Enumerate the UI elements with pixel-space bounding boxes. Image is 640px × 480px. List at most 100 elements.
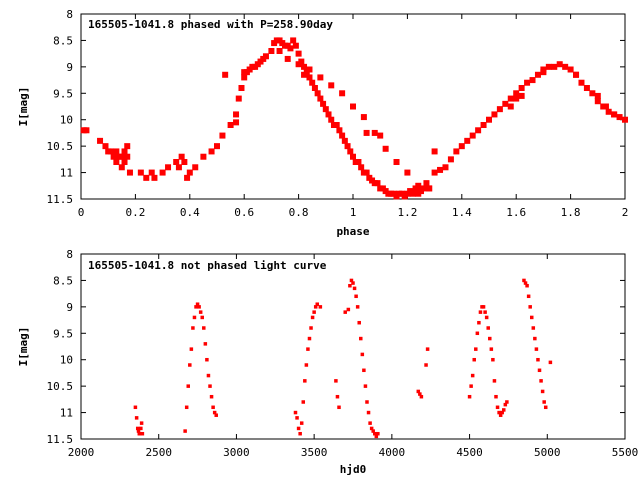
x-tick-label: 3500 — [301, 446, 328, 459]
data-point — [102, 143, 109, 150]
data-point — [194, 305, 198, 309]
data-point — [447, 156, 454, 163]
data-point — [97, 137, 104, 144]
data-point — [235, 95, 242, 102]
data-point — [337, 405, 341, 410]
data-point — [124, 153, 131, 160]
data-point — [502, 408, 506, 412]
data-point — [307, 336, 312, 341]
data-point — [376, 431, 380, 436]
data-point — [118, 164, 125, 171]
data-point — [583, 85, 590, 91]
data-point — [276, 48, 283, 54]
data-point — [518, 92, 525, 99]
data-point — [545, 63, 552, 70]
data-point — [533, 336, 537, 341]
data-point — [362, 368, 366, 373]
x-tick-label: 5500 — [612, 446, 639, 459]
data-point — [208, 384, 212, 388]
data-point — [594, 98, 601, 105]
x-tick-label: 0.2 — [125, 206, 145, 219]
y-tick-label: 10 — [60, 114, 73, 127]
data-point — [469, 384, 473, 388]
data-point — [534, 71, 541, 78]
y-tick-label: 11.5 — [47, 433, 74, 446]
data-point — [317, 74, 324, 81]
data-point — [481, 305, 486, 309]
data-point — [363, 384, 368, 388]
data-point — [622, 116, 628, 123]
data-point — [366, 410, 371, 415]
x-tick-label: 1 — [350, 206, 357, 219]
data-point — [365, 400, 369, 404]
data-point — [350, 103, 356, 110]
data-point — [349, 278, 354, 283]
data-point — [359, 336, 363, 341]
data-point — [525, 283, 529, 288]
data-point — [336, 127, 343, 134]
data-point — [183, 429, 187, 433]
data-point — [363, 169, 370, 176]
data-point — [241, 74, 248, 81]
data-point — [148, 169, 155, 176]
data-point — [505, 400, 509, 404]
data-point — [424, 363, 428, 367]
y-tick-label: 9.5 — [53, 87, 73, 100]
y-tick-label: 11 — [60, 167, 73, 180]
data-point — [293, 410, 298, 415]
data-point — [518, 85, 525, 91]
data-point — [382, 145, 389, 152]
data-point — [542, 400, 546, 404]
data-point — [334, 379, 338, 383]
data-point — [322, 106, 329, 113]
data-point — [306, 74, 313, 81]
data-point — [431, 148, 438, 155]
data-point — [543, 405, 548, 410]
x-tick-label: 0.6 — [234, 206, 254, 219]
y-axis-title: I[mag] — [17, 87, 30, 127]
data-point — [121, 148, 128, 155]
data-point — [416, 389, 421, 394]
y-tick-label: 9.5 — [53, 327, 73, 340]
x-axis-title: phase — [336, 225, 369, 238]
data-point — [328, 116, 335, 123]
data-point — [374, 434, 379, 439]
data-point — [304, 363, 309, 367]
data-point — [151, 174, 158, 181]
phased-light-curve-panel: 0 0.2 0.4 0.6 0.8 1 1.2 1.4 1.6 1.8 2 8 8.5 9 9.5 10 10.… — [17, 8, 628, 238]
data-point — [137, 169, 144, 176]
data-point — [346, 307, 351, 312]
data-point — [578, 79, 585, 86]
data-point — [139, 426, 143, 431]
data-point — [301, 400, 306, 404]
data-point — [118, 153, 125, 160]
data-point — [136, 429, 141, 433]
x-tick-label: 1.8 — [561, 206, 581, 219]
data-point — [562, 63, 569, 70]
data-point — [523, 281, 528, 285]
data-point — [478, 310, 483, 314]
data-point — [507, 103, 514, 110]
data-point — [135, 426, 140, 431]
data-point — [368, 421, 372, 425]
data-point — [426, 185, 433, 192]
data-point — [325, 111, 332, 118]
data-point — [464, 137, 471, 144]
data-point — [373, 431, 377, 436]
y-tick-label: 10 — [60, 354, 73, 367]
data-point — [489, 347, 494, 351]
data-point — [513, 95, 520, 102]
data-point — [548, 360, 553, 365]
data-point — [290, 37, 297, 44]
data-point — [328, 82, 335, 89]
data-point — [496, 106, 503, 113]
data-point — [341, 137, 348, 144]
data-point — [139, 421, 144, 425]
y-tick-label: 8.5 — [53, 34, 73, 47]
data-point — [480, 122, 487, 128]
data-point — [540, 69, 547, 76]
data-point — [360, 352, 365, 357]
data-point — [295, 50, 302, 57]
data-point — [419, 394, 424, 399]
data-point — [540, 389, 545, 394]
